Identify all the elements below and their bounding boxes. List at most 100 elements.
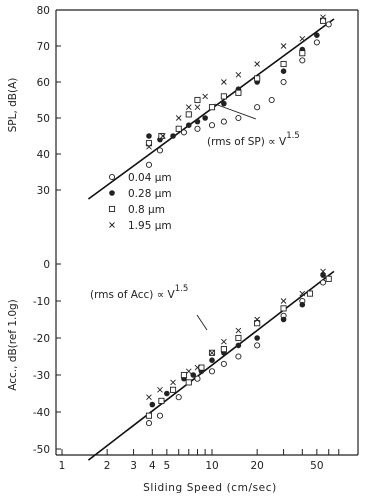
acc-point-open-square — [198, 364, 205, 371]
acc-point-filled-circle — [280, 316, 287, 323]
acc-point-open-square — [325, 275, 332, 282]
spl-annotation-exponent: 1.5 — [286, 131, 300, 141]
spl-point-open-circle — [280, 78, 287, 86]
spl-point-cross — [146, 143, 152, 150]
acc-y-tick-label: -40 — [33, 407, 50, 419]
acc-annotation-leader — [196, 314, 208, 331]
acc-point-filled-circle — [254, 335, 260, 341]
x-tick-label: 1 — [59, 460, 66, 472]
spl-point-cross — [194, 104, 201, 111]
spl-point-filled-circle — [185, 122, 192, 128]
spl-y-tick-label: 30 — [37, 185, 50, 197]
acc-point-cross — [320, 268, 326, 275]
acc-point-filled-circle — [235, 342, 242, 349]
spl-point-open-square — [235, 89, 242, 96]
spl-point-open-circle — [268, 96, 275, 104]
x-tick-label: 4 — [149, 460, 156, 472]
legend-item-0.28: 0.28 μm — [109, 188, 172, 200]
acc-annotation-exponent: 1.5 — [175, 284, 189, 294]
acc-point-cross — [194, 364, 201, 371]
legend-label-0.04: 0.04 μm — [128, 172, 172, 184]
spl-y-tick-label: 70 — [37, 41, 50, 53]
spl-point-cross — [221, 79, 227, 85]
acc-point-filled-circle — [209, 357, 215, 364]
acc-point-open-circle — [235, 353, 242, 360]
spl-point-open-square — [280, 60, 287, 68]
acc-point-open-circle — [145, 420, 153, 427]
spl-point-filled-circle — [146, 133, 152, 139]
acc-point-open-circle — [254, 342, 261, 349]
spl-y-tick-label: 60 — [37, 77, 50, 89]
spl-point-open-circle — [220, 118, 227, 125]
acc-point-cross — [254, 316, 260, 323]
spl-point-open-square — [320, 17, 327, 24]
spl-point-open-circle — [194, 125, 201, 132]
spl-point-open-circle — [145, 161, 153, 168]
legend-marker-filled-circle — [109, 190, 115, 196]
spl-point-open-square — [208, 104, 216, 111]
spl-point-cross — [175, 115, 182, 121]
acc-fit-line — [87, 270, 335, 461]
acc-point-open-circle — [208, 368, 216, 375]
acc-annotation: (rms of Acc) ∝ V1.5 — [90, 284, 188, 301]
acc-point-cross — [221, 338, 227, 345]
acc-point-cross — [299, 290, 306, 297]
legend-marker-open-square — [108, 205, 116, 213]
spl-y-axis-label: SPL, dB(A) — [7, 78, 19, 133]
acc-y-tick-label: -10 — [33, 296, 50, 308]
spl-point-open-square — [299, 50, 306, 57]
acc-point-open-square — [180, 371, 187, 379]
spl-annotation-leader — [214, 103, 257, 120]
acc-point-open-circle — [320, 279, 327, 286]
legend: 0.04 μm 0.28 μm 0.8 μm 1.95 μm — [108, 172, 172, 232]
acc-y-axis-label: Acc., dB(ref 1.0g) — [7, 299, 19, 391]
acc-point-cross — [280, 298, 287, 304]
spl-point-open-square — [185, 111, 192, 118]
acc-y-tick-label: 0 — [43, 259, 50, 271]
acc-point-open-square — [170, 386, 177, 393]
x-tick-label: 2 — [104, 460, 111, 472]
spl-point-open-circle — [208, 122, 216, 129]
spl-point-open-square — [220, 93, 227, 100]
x-tick-label: 10 — [205, 460, 218, 472]
spl-point-open-circle — [299, 57, 306, 64]
spl-point-filled-circle — [170, 133, 176, 139]
acc-point-cross — [170, 379, 176, 386]
acc-point-cross — [185, 368, 192, 375]
spl-point-cross — [185, 104, 192, 111]
spl-point-open-square — [145, 140, 153, 147]
spl-y-tick-label: 50 — [37, 113, 50, 125]
spl-point-open-square — [158, 132, 165, 140]
acc-point-open-square — [306, 290, 314, 297]
acc-y-tick-label: -50 — [33, 444, 50, 456]
legend-label-0.28: 0.28 μm — [128, 188, 172, 200]
spl-y-tick-label: 40 — [37, 149, 50, 161]
acc-point-open-circle — [220, 360, 227, 367]
spl-point-cross — [254, 61, 260, 67]
acc-point-open-square — [145, 412, 153, 419]
acc-point-open-circle — [175, 394, 182, 401]
spl-point-filled-circle — [202, 115, 208, 121]
spl-point-open-circle — [156, 147, 164, 154]
acc-y-ticks: 0 -10 -20 -30 -40 -50 — [33, 259, 61, 456]
spl-point-open-circle — [180, 129, 187, 136]
acc-point-cross — [235, 327, 242, 334]
spl-point-open-square — [254, 75, 261, 82]
legend-marker-cross — [109, 222, 115, 228]
spl-point-open-circle — [313, 39, 320, 46]
spl-point-cross — [235, 71, 242, 78]
legend-item-1.95: 1.95 μm — [109, 220, 172, 232]
acc-y-tick-label: -20 — [33, 333, 50, 345]
spl-point-filled-circle — [221, 100, 227, 107]
spl-point-cross — [159, 133, 166, 139]
legend-label-0.8: 0.8 μm — [128, 204, 165, 216]
acc-y-tick-label: -30 — [33, 370, 50, 382]
acc-point-filled-circle — [190, 372, 197, 378]
spl-point-filled-circle — [280, 68, 287, 74]
spl-point-cross — [202, 93, 208, 100]
acc-point-cross — [146, 394, 152, 401]
acc-point-filled-circle — [299, 301, 306, 308]
legend-label-1.95: 1.95 μm — [128, 220, 172, 232]
fit-lines — [87, 18, 335, 461]
acc-point-filled-circle — [320, 272, 326, 278]
